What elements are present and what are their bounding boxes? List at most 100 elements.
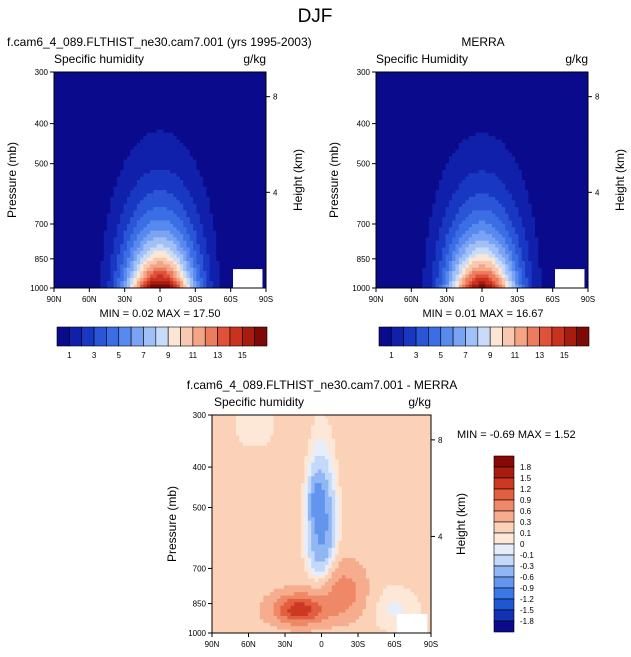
obs-y-tick-label: 700 <box>357 220 371 229</box>
model-colorbar-swatch <box>143 326 157 347</box>
model-colorbar-swatch <box>229 326 243 347</box>
obs-x-tick-label: 30S <box>510 295 524 304</box>
model-colorbar-swatch <box>118 326 132 347</box>
model-title: f.cam6_4_089.FLTHIST_ne30.cam7.001 (yrs … <box>7 35 312 49</box>
model-plot-area: 90N 60N 30N 0 30S 60S 90S 300 400 500 700 850 1000 8 4 <box>30 68 278 304</box>
difference-right-label: Height (km) <box>454 493 468 555</box>
merra-variable-label: Specific Humidity <box>376 52 468 66</box>
obs-colorbar-swatch <box>502 326 516 347</box>
merra-plot-area: 90N 60N 30N 0 30S 60S 90S 300 400 500 700 850 1000 8 4 <box>352 68 600 304</box>
model-x-tick-label: 30S <box>188 295 202 304</box>
difference-plot-area: 90N 60N 30N 0 30S 60S 90S 300 400 500 700 850 1000 8 4 <box>188 411 443 649</box>
diff-x-tick-label: 60S <box>387 640 401 649</box>
obs-x-tick-label: 0 <box>480 295 485 304</box>
obs-y-tick-label: 850 <box>357 255 371 264</box>
model-colorbar-swatch <box>180 326 194 347</box>
diff-colorbar-swatch <box>493 455 515 468</box>
diff-height-tick-label: 8 <box>438 436 443 445</box>
obs-colorbar-label: 1 <box>389 351 394 360</box>
diff-colorbar-label: -1.5 <box>520 606 534 615</box>
model-colorbar-label: 5 <box>117 351 122 360</box>
obs-colorbar-swatch <box>452 326 466 347</box>
diff-colorbar-swatch <box>493 532 515 545</box>
figure-title: DJF <box>298 6 333 27</box>
diff-colorbar-label: 1.5 <box>520 474 532 483</box>
diff-y-tick-label: 400 <box>193 463 207 472</box>
model-colorbar-swatch <box>204 326 218 347</box>
diff-colorbar-swatch <box>493 554 515 567</box>
difference-panel: f.cam6_4_089.FLTHIST_ne30.cam7.001 - MER… <box>165 378 576 649</box>
diff-colorbar-swatch <box>493 521 515 534</box>
diff-colorbar-swatch <box>493 510 515 523</box>
merra-units-label: g/kg <box>565 52 588 66</box>
diff-colorbar-label: 1.2 <box>520 485 532 494</box>
diff-x-tick-label: 30S <box>351 640 365 649</box>
diff-colorbar-label: -0.6 <box>520 573 534 582</box>
model-colorbar-swatch <box>106 326 120 347</box>
diff-colorbar-label: -0.1 <box>520 551 534 560</box>
diff-colorbar-label: -1.2 <box>520 595 534 604</box>
obs-colorbar-label: 11 <box>511 351 520 360</box>
obs-colorbar-swatch <box>489 326 503 347</box>
diff-missing-data <box>396 613 428 634</box>
model-colorbar-swatch <box>155 326 169 347</box>
diff-colorbar-swatch <box>493 587 515 600</box>
model-x-tick-label: 30N <box>117 295 132 304</box>
merra-title: MERRA <box>461 35 504 49</box>
diff-y-tick-label: 1000 <box>188 629 206 638</box>
obs-colorbar-swatch <box>563 326 577 347</box>
model-variable-label: Specific humidity <box>54 52 144 66</box>
model-x-tick-label: 60S <box>224 295 238 304</box>
obs-y-tick-label: 400 <box>357 120 371 129</box>
obs-colorbar-label: 9 <box>488 351 493 360</box>
model-colorbar-swatch <box>56 326 70 347</box>
obs-x-tick-label: 60N <box>404 295 419 304</box>
merra-right-label: Height (km) <box>613 149 627 211</box>
diff-colorbar-swatch <box>493 543 515 556</box>
model-colorbar-label: 3 <box>92 351 97 360</box>
diff-colorbar-label: 0.3 <box>520 518 532 527</box>
model-colorbar-swatch <box>167 326 181 347</box>
obs-height-tick-label: 4 <box>595 188 600 197</box>
model-right-label: Height (km) <box>291 149 305 211</box>
difference-ylabel: Pressure (mb) <box>165 486 179 562</box>
diff-colorbar-swatch <box>493 488 515 501</box>
model-x-tick-label: 60N <box>82 295 97 304</box>
diff-x-tick-label: 90N <box>205 640 220 649</box>
obs-x-tick-label: 90S <box>581 295 595 304</box>
obs-colorbar-swatch <box>526 326 540 347</box>
diff-colorbar-swatch <box>493 598 515 611</box>
model-x-tick-label: 0 <box>158 295 163 304</box>
model-colorbar-swatch <box>93 326 107 347</box>
diff-colorbar-label: 1.8 <box>520 463 532 472</box>
diff-colorbar-label: 0.6 <box>520 507 532 516</box>
obs-y-tick-label: 300 <box>357 68 371 77</box>
model-colorbar: 1 3 5 7 9 11 13 15 <box>56 326 268 360</box>
model-stats: MIN = 0.02 MAX = 17.50 <box>99 308 220 320</box>
obs-colorbar-label: 7 <box>463 351 468 360</box>
diff-colorbar-label: 0.1 <box>520 529 532 538</box>
diff-colorbar-label: -0.3 <box>520 562 534 571</box>
difference-colorbar: 1.8 1.5 1.2 0.9 0.6 0.3 0.1 0 -0.1 -0.3 -0.6 -0.9 -1… <box>493 455 534 633</box>
obs-colorbar-swatch <box>428 326 442 347</box>
obs-colorbar-swatch <box>576 326 590 347</box>
model-colorbar-label: 13 <box>213 351 222 360</box>
difference-title: f.cam6_4_089.FLTHIST_ne30.cam7.001 - MER… <box>187 378 458 392</box>
obs-y-tick-label: 1000 <box>352 284 370 293</box>
model-colorbar-swatch <box>217 326 231 347</box>
diff-colorbar-swatch <box>493 620 515 633</box>
merra-ylabel: Pressure (mb) <box>327 142 341 218</box>
diff-colorbar-label: -1.8 <box>520 617 534 626</box>
model-colorbar-swatch <box>81 326 95 347</box>
model-colorbar-label: 11 <box>189 351 198 360</box>
model-colorbar-label: 15 <box>238 351 247 360</box>
obs-colorbar-swatch <box>465 326 479 347</box>
model-height-tick-label: 8 <box>273 93 278 102</box>
obs-x-tick-label: 30N <box>439 295 454 304</box>
obs-colorbar-swatch <box>415 326 429 347</box>
model-colorbar-label: 7 <box>141 351 146 360</box>
model-colorbar-label: 1 <box>67 351 72 360</box>
difference-units-label: g/kg <box>408 395 431 409</box>
obs-x-tick-label: 60S <box>546 295 560 304</box>
